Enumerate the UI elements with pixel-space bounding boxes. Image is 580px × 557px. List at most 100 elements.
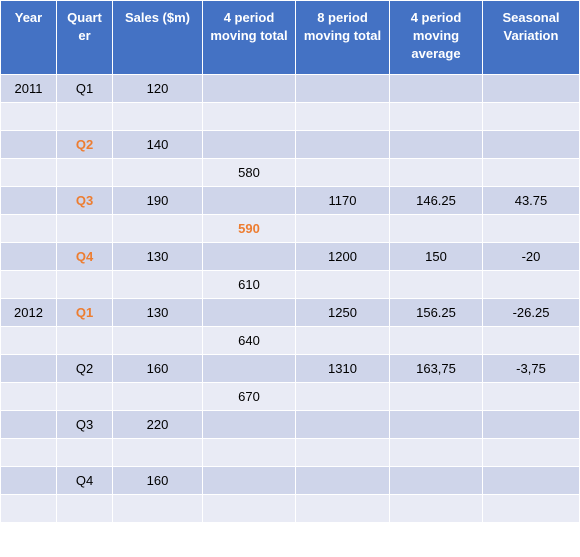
table-row: 2012 Q1 130 1250 156.25 -26.25 bbox=[0, 298, 580, 327]
cell-four-period-moving-total bbox=[202, 102, 296, 131]
cell-four-period-moving-average bbox=[389, 410, 483, 439]
cell-sales bbox=[112, 438, 203, 467]
column-header-quarter: Quart er bbox=[56, 0, 113, 75]
cell-year bbox=[0, 438, 57, 467]
table-row: 670 bbox=[0, 382, 580, 411]
cell-quarter: Q1 bbox=[56, 74, 113, 103]
cell-year bbox=[0, 410, 57, 439]
cell-eight-period-moving-total bbox=[295, 214, 390, 243]
cell-quarter bbox=[56, 158, 113, 187]
cell-year bbox=[0, 494, 57, 523]
cell-four-period-moving-total: 640 bbox=[202, 326, 296, 355]
cell-year bbox=[0, 382, 57, 411]
cell-four-period-moving-average bbox=[389, 270, 483, 299]
cell-sales: 190 bbox=[112, 186, 203, 215]
column-header-line: Sales ($m) bbox=[124, 10, 191, 25]
cell-four-period-moving-total: 610 bbox=[202, 270, 296, 299]
cell-quarter bbox=[56, 214, 113, 243]
cell-four-period-moving-total bbox=[202, 242, 296, 271]
cell-sales bbox=[112, 102, 203, 131]
cell-four-period-moving-total bbox=[202, 438, 296, 467]
cell-four-period-moving-average: 150 bbox=[389, 242, 483, 271]
cell-eight-period-moving-total bbox=[295, 270, 390, 299]
table-row: Q2 140 bbox=[0, 130, 580, 159]
column-header-line: 8 period bbox=[317, 10, 368, 25]
column-header-line: 4 period bbox=[223, 10, 275, 25]
cell-sales: 130 bbox=[112, 298, 203, 327]
column-header-line: Variation bbox=[503, 28, 559, 43]
cell-seasonal-variation bbox=[482, 130, 580, 159]
cell-seasonal-variation: -3,75 bbox=[482, 354, 580, 383]
cell-four-period-moving-average bbox=[389, 130, 483, 159]
cell-year bbox=[0, 214, 57, 243]
cell-quarter bbox=[56, 270, 113, 299]
cell-sales bbox=[112, 270, 203, 299]
cell-year: 2011 bbox=[0, 74, 57, 103]
cell-year bbox=[0, 270, 57, 299]
cell-sales: 220 bbox=[112, 410, 203, 439]
column-header-four-period-moving-average: 4 period moving average bbox=[389, 0, 483, 75]
cell-four-period-moving-total bbox=[202, 130, 296, 159]
cell-seasonal-variation bbox=[482, 158, 580, 187]
cell-seasonal-variation bbox=[482, 74, 580, 103]
cell-seasonal-variation bbox=[482, 270, 580, 299]
cell-four-period-moving-total bbox=[202, 298, 296, 327]
cell-four-period-moving-total: 590 bbox=[202, 214, 296, 243]
table-header: Year Quart er Sales ($m) 4 period moving tota… bbox=[0, 0, 580, 75]
cell-four-period-moving-average bbox=[389, 158, 483, 187]
cell-sales: 130 bbox=[112, 242, 203, 271]
cell-sales bbox=[112, 158, 203, 187]
table-row: 580 bbox=[0, 158, 580, 187]
cell-four-period-moving-average bbox=[389, 438, 483, 467]
table-row bbox=[0, 494, 580, 523]
table-row: 640 bbox=[0, 326, 580, 355]
cell-eight-period-moving-total: 1250 bbox=[295, 298, 390, 327]
cell-seasonal-variation bbox=[482, 494, 580, 523]
cell-year bbox=[0, 130, 57, 159]
column-header-line: average bbox=[411, 46, 461, 61]
cell-eight-period-moving-total bbox=[295, 74, 390, 103]
cell-seasonal-variation bbox=[482, 382, 580, 411]
cell-eight-period-moving-total bbox=[295, 494, 390, 523]
table-row: Q4 130 1200 150 -20 bbox=[0, 242, 580, 271]
column-header-line: moving bbox=[412, 28, 460, 43]
table-body: 2011 Q1 120 Q2 140 580 Q3 190 1170 146.25 43.75 590… bbox=[0, 74, 580, 523]
cell-quarter bbox=[56, 494, 113, 523]
cell-seasonal-variation bbox=[482, 466, 580, 495]
cell-year bbox=[0, 326, 57, 355]
column-header-eight-period-moving-total: 8 period moving total bbox=[295, 0, 390, 75]
column-header-four-period-moving-total: 4 period moving total bbox=[202, 0, 296, 75]
cell-eight-period-moving-total: 1310 bbox=[295, 354, 390, 383]
cell-seasonal-variation bbox=[482, 102, 580, 131]
column-header-sales: Sales ($m) bbox=[112, 0, 203, 75]
cell-sales bbox=[112, 326, 203, 355]
cell-quarter: Q2 bbox=[56, 354, 113, 383]
cell-seasonal-variation: -20 bbox=[482, 242, 580, 271]
column-header-year: Year bbox=[0, 0, 57, 75]
cell-four-period-moving-total bbox=[202, 466, 296, 495]
cell-quarter bbox=[56, 438, 113, 467]
cell-sales bbox=[112, 382, 203, 411]
table-row: 590 bbox=[0, 214, 580, 243]
cell-seasonal-variation bbox=[482, 410, 580, 439]
cell-eight-period-moving-total bbox=[295, 102, 390, 131]
cell-quarter: Q3 bbox=[56, 410, 113, 439]
cell-eight-period-moving-total bbox=[295, 130, 390, 159]
cell-seasonal-variation bbox=[482, 326, 580, 355]
sales-moving-average-table: Year Quart er Sales ($m) 4 period moving tota… bbox=[0, 0, 580, 523]
column-header-line: moving total bbox=[210, 28, 288, 43]
cell-seasonal-variation: -26.25 bbox=[482, 298, 580, 327]
column-header-line: moving total bbox=[303, 28, 382, 43]
cell-sales: 160 bbox=[112, 354, 203, 383]
cell-quarter bbox=[56, 102, 113, 131]
cell-sales bbox=[112, 494, 203, 523]
cell-four-period-moving-average bbox=[389, 382, 483, 411]
table-row: Q2 160 1310 163,75 -3,75 bbox=[0, 354, 580, 383]
cell-eight-period-moving-total bbox=[295, 466, 390, 495]
column-header-line: Quart bbox=[67, 10, 102, 25]
cell-four-period-moving-average bbox=[389, 494, 483, 523]
table-row: 610 bbox=[0, 270, 580, 299]
cell-four-period-moving-average: 156.25 bbox=[389, 298, 483, 327]
cell-quarter: Q4 bbox=[56, 242, 113, 271]
cell-four-period-moving-total bbox=[202, 354, 296, 383]
